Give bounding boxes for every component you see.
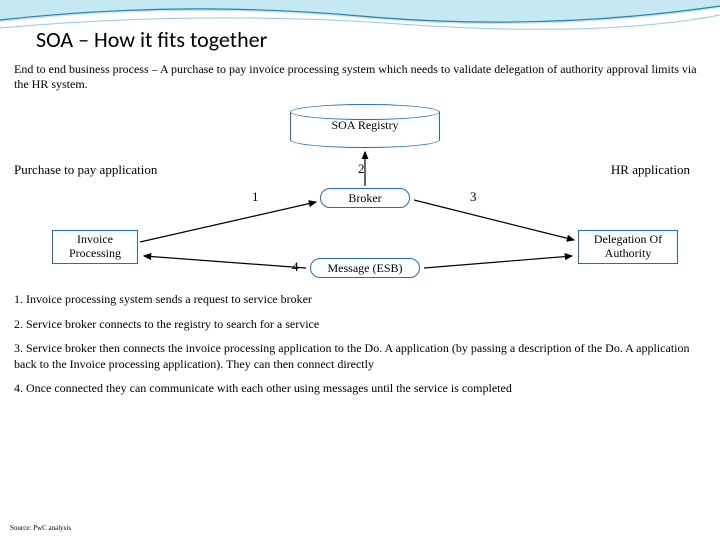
doa-label: Delegation Of Authority [579,233,677,261]
broker-label: Broker [348,191,381,206]
step-number-3: 3 [470,189,477,205]
invoice-label: Invoice Processing [53,233,137,261]
broker-box: Broker [320,188,410,208]
message-label: Message (ESB) [328,261,403,276]
steps-list: 1. Invoice processing system sends a req… [14,292,706,406]
source-citation: Source: PwC analysis [10,524,71,532]
registry-label: SOA Registry [290,118,440,133]
left-section-label: Purchase to pay application [14,162,157,178]
step-number-4: 4 [292,259,299,275]
delegation-of-authority-box: Delegation Of Authority [578,230,678,264]
soa-registry: SOA Registry [290,104,440,148]
step-number-1: 1 [252,189,259,205]
right-section-label: HR application [611,162,690,178]
description: End to end business process – A purchase… [14,62,706,92]
step-3: 3. Service broker then connects the invo… [14,341,706,372]
invoice-processing-box: Invoice Processing [52,230,138,264]
step-1: 1. Invoice processing system sends a req… [14,292,706,308]
step-4: 4. Once connected they can communicate w… [14,381,706,397]
page-title: SOA – How it fits together [36,26,267,53]
diagram-area: SOA Registry Purchase to pay application… [0,100,720,320]
step-number-2: 2 [358,161,365,177]
step-2: 2. Service broker connects to the regist… [14,317,706,333]
message-box: Message (ESB) [310,258,420,278]
